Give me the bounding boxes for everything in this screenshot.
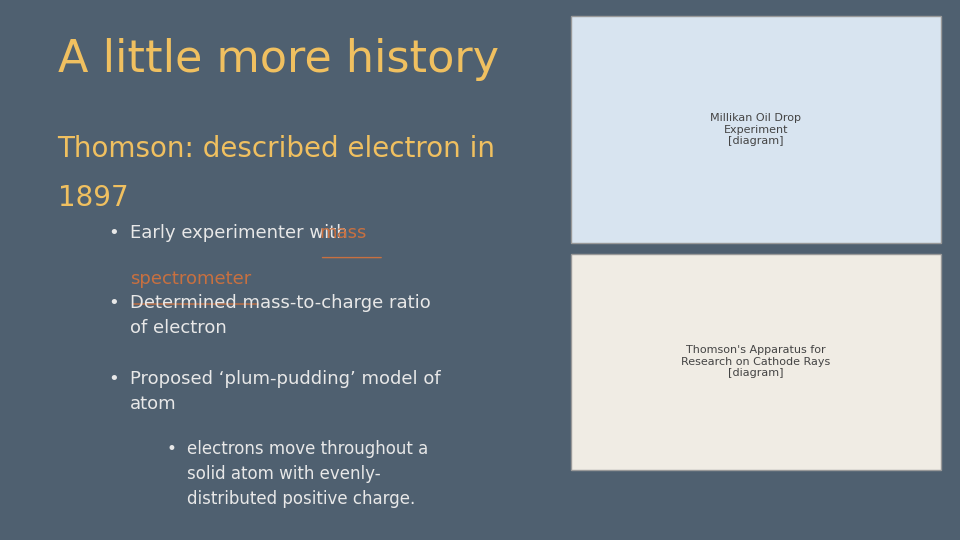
Text: •: • [166, 440, 176, 458]
Text: A little more history: A little more history [58, 38, 499, 81]
Text: Proposed ‘plum-pudding’ model of
atom: Proposed ‘plum-pudding’ model of atom [130, 370, 441, 413]
Text: spectrometer: spectrometer [130, 270, 251, 288]
Text: Millikan Oil Drop
Experiment
[diagram]: Millikan Oil Drop Experiment [diagram] [710, 113, 802, 146]
Text: •: • [108, 294, 119, 312]
Text: 1897: 1897 [58, 184, 129, 212]
FancyBboxPatch shape [571, 16, 941, 243]
Text: Thomson's Apparatus for
Research on Cathode Rays
[diagram]: Thomson's Apparatus for Research on Cath… [682, 345, 830, 379]
Text: Thomson: described electron in: Thomson: described electron in [58, 135, 495, 163]
Text: •: • [108, 224, 119, 242]
FancyBboxPatch shape [571, 254, 941, 470]
Text: Determined mass-to-charge ratio
of electron: Determined mass-to-charge ratio of elect… [130, 294, 430, 338]
Text: mass: mass [320, 224, 367, 242]
Text: Early experimenter with: Early experimenter with [130, 224, 353, 242]
Text: electrons move throughout a
solid atom with evenly-
distributed positive charge.: electrons move throughout a solid atom w… [187, 440, 428, 508]
Text: •: • [108, 370, 119, 388]
